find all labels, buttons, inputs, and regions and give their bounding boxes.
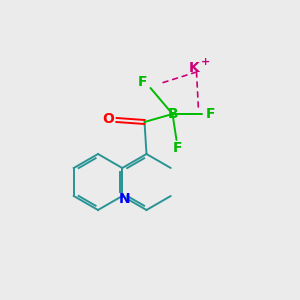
Text: O: O [103, 112, 114, 126]
Text: F: F [173, 141, 182, 155]
Text: +: + [201, 57, 210, 67]
Text: N: N [118, 192, 130, 206]
Text: B: B [168, 107, 179, 121]
Text: F: F [206, 107, 215, 121]
Text: F: F [138, 75, 147, 89]
Text: K: K [189, 61, 200, 75]
